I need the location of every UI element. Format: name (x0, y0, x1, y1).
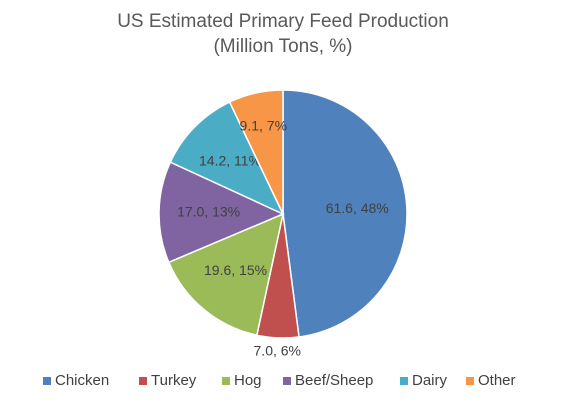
data-label: 17.0, 13% (177, 204, 240, 220)
legend-label: Dairy (412, 372, 448, 389)
legend-label: Other (478, 372, 516, 389)
legend-swatch (139, 377, 147, 385)
chart-title: US Estimated Primary Feed Production (117, 11, 449, 32)
data-label: 9.1, 7% (240, 118, 287, 134)
pie-slice (158, 161, 285, 264)
legend-label: Turkey (151, 372, 197, 389)
pie-slice (282, 89, 408, 338)
legend-swatch (43, 377, 51, 385)
legend-swatch (400, 377, 408, 385)
legend-swatch (283, 377, 291, 385)
chart-subtitle: (Million Tons, %) (213, 36, 352, 57)
legend-swatch (222, 377, 230, 385)
legend-label: Beef/Sheep (295, 372, 373, 389)
pie-slice (228, 89, 284, 215)
pie-slice (167, 212, 285, 337)
pie-slice (169, 101, 285, 216)
data-label: 14.2, 11% (199, 152, 261, 168)
data-label: 7.0, 6% (254, 343, 301, 359)
legend-label: Chicken (55, 372, 109, 389)
data-label: 61.6, 48% (326, 200, 389, 216)
legend-swatch (466, 377, 474, 385)
data-label: 19.6, 15% (204, 262, 267, 278)
legend-label: Hog (234, 372, 262, 389)
